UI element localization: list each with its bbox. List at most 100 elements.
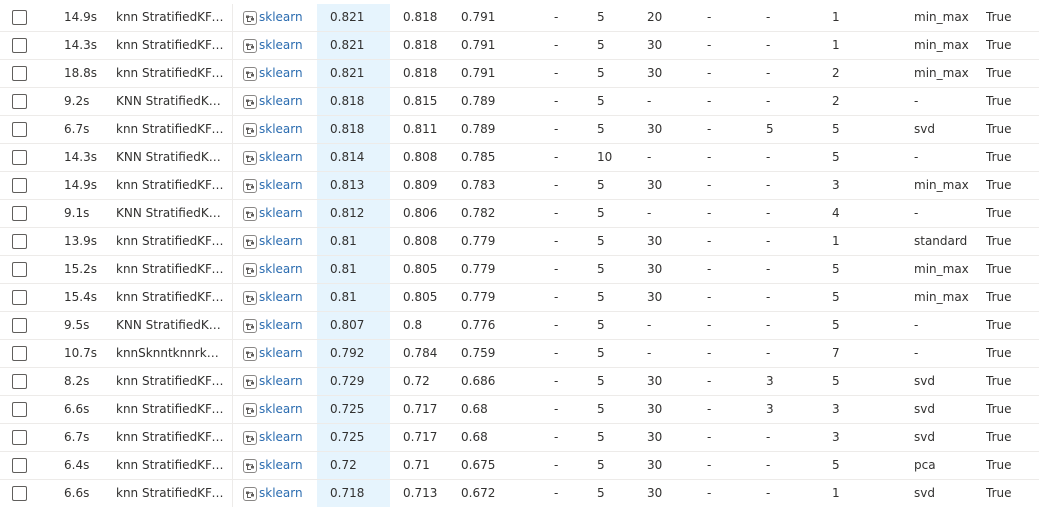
table-row[interactable]: 18.8s knn StratifiedKFold sklearn 0.821 … (0, 60, 1039, 88)
framework-link[interactable]: sklearn (259, 66, 303, 80)
row-checkbox[interactable] (12, 458, 27, 473)
param5-cell: - (766, 430, 771, 444)
preprocessing-cell: svd (914, 430, 935, 444)
framework-link[interactable]: sklearn (259, 150, 303, 164)
row-checkbox[interactable] (12, 318, 27, 333)
metric2-cell: 0.818 (403, 38, 438, 52)
param5-cell: - (766, 346, 771, 360)
table-row[interactable]: 10.7s knnSknntknnrknn... sklearn 0.792 0… (0, 340, 1039, 368)
param1-cell: - (554, 66, 559, 80)
param3-cell: 20 (647, 10, 663, 24)
table-row[interactable]: 6.4s knn StratifiedKFold sklearn 0.72 0.… (0, 452, 1039, 480)
framework-link[interactable]: sklearn (259, 402, 303, 416)
row-checkbox[interactable] (12, 402, 27, 417)
table-row[interactable]: 9.5s KNN StratifiedKF... sklearn 0.807 0… (0, 312, 1039, 340)
metric2-cell: 0.805 (403, 290, 438, 304)
row-checkbox[interactable] (12, 206, 27, 221)
framework-link[interactable]: sklearn (259, 486, 303, 500)
param3-cell: 30 (647, 402, 663, 416)
table-row[interactable]: 14.3s knn StratifiedKFold sklearn 0.821 … (0, 32, 1039, 60)
run-name-cell: knn StratifiedKFold (116, 486, 224, 500)
param1-cell: - (554, 374, 559, 388)
table-row[interactable]: 15.4s knn StratifiedKFold sklearn 0.81 0… (0, 284, 1039, 312)
row-checkbox[interactable] (12, 38, 27, 53)
param6-cell: 2 (832, 66, 840, 80)
row-checkbox[interactable] (12, 346, 27, 361)
row-checkbox[interactable] (12, 66, 27, 81)
preprocessing-cell: min_max (914, 10, 969, 24)
primary-metric-cell: 0.813 (317, 172, 390, 199)
table-row[interactable]: 14.9s knn StratifiedKFold sklearn 0.813 … (0, 172, 1039, 200)
row-checkbox[interactable] (12, 94, 27, 109)
row-checkbox[interactable] (12, 290, 27, 305)
table-row[interactable]: 6.7s knn StratifiedKFold sklearn 0.725 0… (0, 424, 1039, 452)
param3-cell: 30 (647, 66, 663, 80)
row-checkbox[interactable] (12, 122, 27, 137)
framework-link[interactable]: sklearn (259, 122, 303, 136)
param1-cell: - (554, 206, 559, 220)
param4-cell: - (707, 178, 712, 192)
param1-cell: - (554, 318, 559, 332)
row-checkbox[interactable] (12, 10, 27, 25)
flag-cell: True (986, 458, 1012, 472)
table-row[interactable]: 14.3s KNN StratifiedKF... sklearn 0.814 … (0, 144, 1039, 172)
row-checkbox[interactable] (12, 374, 27, 389)
sklearn-framework-icon (243, 151, 257, 165)
param5-cell: - (766, 262, 771, 276)
primary-metric-cell: 0.81 (317, 284, 390, 311)
duration-cell: 8.2s (64, 374, 90, 388)
duration-cell: 9.2s (64, 94, 90, 108)
framework-link[interactable]: sklearn (259, 458, 303, 472)
preprocessing-cell: min_max (914, 262, 969, 276)
framework-link[interactable]: sklearn (259, 38, 303, 52)
param2-cell: 5 (597, 290, 605, 304)
run-name-cell: knn StratifiedKFold (116, 234, 224, 248)
framework-link[interactable]: sklearn (259, 374, 303, 388)
param5-cell: - (766, 178, 771, 192)
table-row[interactable]: 6.6s knn StratifiedKFold sklearn 0.718 0… (0, 480, 1039, 507)
param5-cell: 3 (766, 374, 774, 388)
table-row[interactable]: 13.9s knn StratifiedKFold sklearn 0.81 0… (0, 228, 1039, 256)
row-checkbox[interactable] (12, 234, 27, 249)
run-name-cell: knn StratifiedKFold (116, 10, 224, 24)
param4-cell: - (707, 66, 712, 80)
metric2-cell: 0.811 (403, 122, 438, 136)
framework-link[interactable]: sklearn (259, 178, 303, 192)
row-checkbox[interactable] (12, 178, 27, 193)
run-name-cell: KNN StratifiedKF... (116, 206, 224, 220)
framework-cell: sklearn (232, 396, 317, 423)
table-row[interactable]: 8.2s knn StratifiedKFold sklearn 0.729 0… (0, 368, 1039, 396)
run-name-cell: knn StratifiedKFold (116, 262, 224, 276)
framework-link[interactable]: sklearn (259, 94, 303, 108)
param3-cell: 30 (647, 178, 663, 192)
flag-cell: True (986, 318, 1012, 332)
framework-cell: sklearn (232, 4, 317, 31)
table-row[interactable]: 9.2s KNN StratifiedKF... sklearn 0.818 0… (0, 88, 1039, 116)
framework-link[interactable]: sklearn (259, 234, 303, 248)
framework-link[interactable]: sklearn (259, 318, 303, 332)
framework-link[interactable]: sklearn (259, 206, 303, 220)
row-checkbox[interactable] (12, 486, 27, 501)
metric2-cell: 0.818 (403, 10, 438, 24)
framework-link[interactable]: sklearn (259, 262, 303, 276)
framework-link[interactable]: sklearn (259, 430, 303, 444)
param4-cell: - (707, 290, 712, 304)
param1-cell: - (554, 486, 559, 500)
table-row[interactable]: 6.6s knn StratifiedKFold sklearn 0.725 0… (0, 396, 1039, 424)
framework-link[interactable]: sklearn (259, 290, 303, 304)
param4-cell: - (707, 122, 712, 136)
sklearn-framework-icon (243, 375, 257, 389)
row-checkbox[interactable] (12, 262, 27, 277)
table-row[interactable]: 9.1s KNN StratifiedKF... sklearn 0.812 0… (0, 200, 1039, 228)
table-row[interactable]: 15.2s knn StratifiedKFold sklearn 0.81 0… (0, 256, 1039, 284)
framework-link[interactable]: sklearn (259, 346, 303, 360)
row-checkbox[interactable] (12, 430, 27, 445)
metric3-cell: 0.791 (461, 66, 496, 80)
row-checkbox[interactable] (12, 150, 27, 165)
table-row[interactable]: 6.7s knn StratifiedKFold sklearn 0.818 0… (0, 116, 1039, 144)
param5-cell: - (766, 458, 771, 472)
metric3-cell: 0.779 (461, 234, 496, 248)
table-row[interactable]: 14.9s knn StratifiedKFold sklearn 0.821 … (0, 4, 1039, 32)
framework-link[interactable]: sklearn (259, 10, 303, 24)
metric3-cell: 0.789 (461, 122, 496, 136)
